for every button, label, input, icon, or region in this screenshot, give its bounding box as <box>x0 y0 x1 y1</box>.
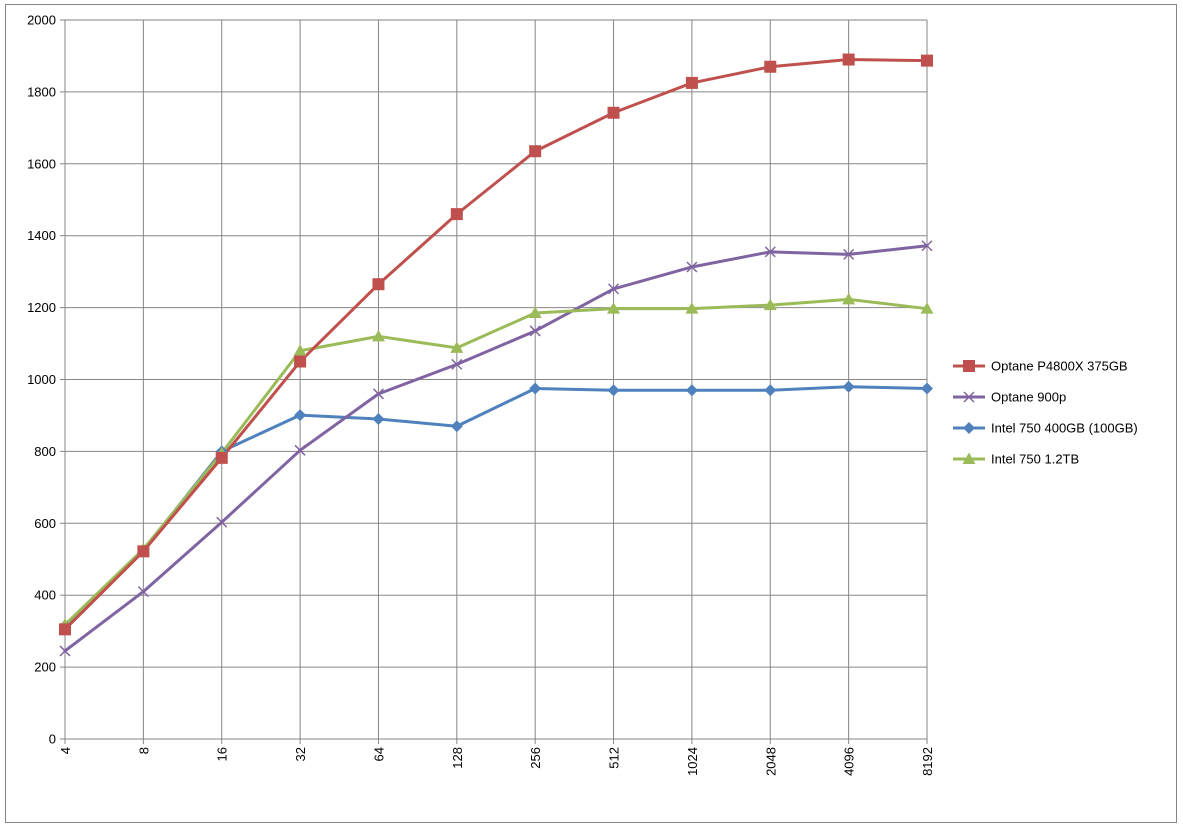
legend-label: Optane P4800X 375GB <box>991 359 1128 374</box>
data-point <box>371 329 385 342</box>
x-tick-label: 16 <box>215 747 230 761</box>
series-line <box>63 385 929 628</box>
data-point <box>215 451 228 464</box>
y-tick-label: 200 <box>34 660 56 675</box>
data-point <box>372 278 385 291</box>
data-point <box>686 261 698 273</box>
data-point <box>764 246 776 258</box>
x-tick-label: 4096 <box>842 747 857 776</box>
data-point <box>529 145 542 158</box>
data-point <box>529 325 541 337</box>
x-tick-label: 32 <box>293 747 308 761</box>
x-tick-label: 64 <box>371 747 386 761</box>
y-tick-label: 1400 <box>27 228 56 243</box>
data-point <box>137 586 149 598</box>
x-tick-label: 128 <box>450 747 465 769</box>
data-point <box>608 283 620 295</box>
data-point <box>685 384 698 397</box>
series-lines <box>63 58 929 653</box>
data-point <box>764 60 777 73</box>
y-tick-label: 1600 <box>27 156 56 171</box>
data-point <box>294 409 307 422</box>
series-line <box>63 244 929 653</box>
data-point <box>216 516 228 528</box>
x-tick-label: 1024 <box>685 747 700 776</box>
legend-label: Intel 750 400GB (100GB) <box>991 421 1138 436</box>
series-markers <box>58 53 934 657</box>
data-point <box>450 208 463 221</box>
y-tick-label: 600 <box>34 516 56 531</box>
data-point <box>607 106 620 119</box>
y-tick-label: 400 <box>34 588 56 603</box>
data-point <box>450 420 463 433</box>
x-tick-label: 2048 <box>763 747 778 776</box>
data-point <box>921 54 933 67</box>
x-tick-label: 4 <box>58 747 73 754</box>
grid <box>64 19 928 740</box>
data-point <box>763 298 777 311</box>
data-point <box>294 355 307 368</box>
x-tick-label: 512 <box>607 747 622 769</box>
data-point <box>607 384 620 397</box>
legend-label: Optane 900p <box>991 390 1066 405</box>
y-tick-label: 800 <box>34 444 56 459</box>
legend-swatch-marker <box>963 391 975 403</box>
data-point <box>528 306 542 318</box>
data-point <box>529 382 542 395</box>
legend: Optane P4800X 375GB Optane 900p Intel 750 … <box>953 359 1138 467</box>
data-point <box>843 248 855 260</box>
data-point <box>920 302 934 314</box>
x-tick-label: 8 <box>136 747 151 754</box>
y-tick-label: 1000 <box>27 372 56 387</box>
legend-swatch-marker <box>962 452 976 464</box>
data-point <box>921 240 933 252</box>
data-point <box>451 358 463 370</box>
y-tick-label: 0 <box>49 732 56 747</box>
x-tick-label: 8192 <box>920 747 935 776</box>
legend-swatch-marker <box>963 422 975 434</box>
chart-frame <box>5 4 1177 823</box>
data-point <box>294 444 306 456</box>
y-tick-label: 1800 <box>27 84 56 99</box>
y-tick-label: 2000 <box>27 13 56 28</box>
data-point <box>842 292 856 305</box>
data-point <box>372 413 385 426</box>
data-point <box>59 645 71 657</box>
y-tick-label: 1200 <box>27 300 56 315</box>
data-point <box>137 545 150 558</box>
data-point <box>921 382 933 395</box>
series-line <box>63 297 929 627</box>
data-point <box>293 344 307 356</box>
data-point <box>372 388 384 400</box>
data-point <box>685 76 698 89</box>
x-tick-label: 256 <box>528 747 543 769</box>
data-point <box>764 384 777 397</box>
data-point <box>59 623 71 636</box>
data-point <box>842 53 855 66</box>
legend-swatch-marker <box>963 360 975 372</box>
series-line <box>63 58 929 631</box>
data-point <box>607 302 621 314</box>
data-point <box>450 341 464 353</box>
data-point <box>685 302 699 314</box>
data-point <box>842 380 855 393</box>
legend-label: Intel 750 1.2TB <box>991 452 1079 467</box>
